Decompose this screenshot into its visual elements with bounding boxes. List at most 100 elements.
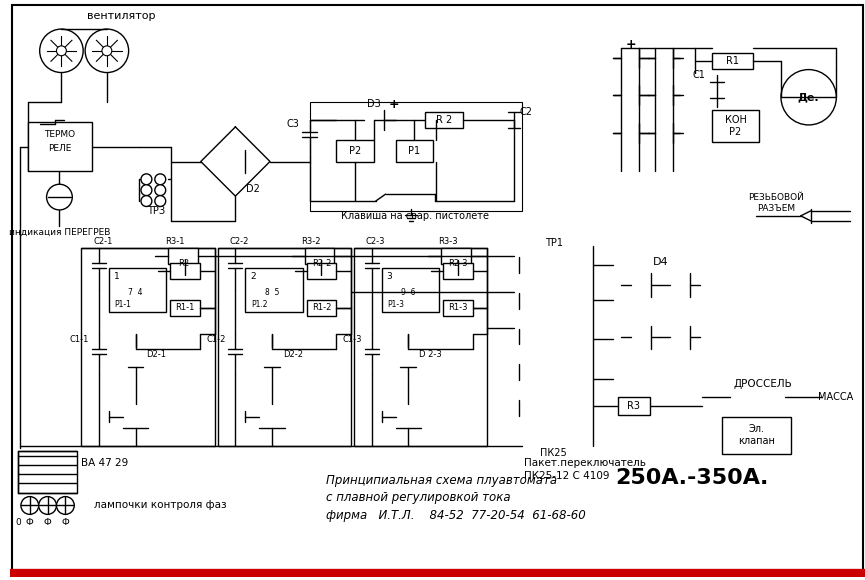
Text: C2: C2 <box>520 107 533 117</box>
Text: D4: D4 <box>652 258 668 267</box>
Polygon shape <box>128 347 144 367</box>
Circle shape <box>141 174 152 185</box>
Circle shape <box>141 185 152 195</box>
Text: P1-3: P1-3 <box>387 300 404 309</box>
Text: C1-3: C1-3 <box>343 335 362 344</box>
Text: R2-: R2- <box>178 259 192 268</box>
Text: D2-1: D2-1 <box>146 350 166 359</box>
Text: ПК25: ПК25 <box>541 448 567 458</box>
Text: R1-2: R1-2 <box>311 303 331 312</box>
Bar <box>712 110 759 142</box>
Bar <box>310 102 522 211</box>
Text: РЕЛЕ: РЕЛЕ <box>48 144 71 153</box>
Polygon shape <box>621 48 638 68</box>
Polygon shape <box>364 110 384 130</box>
Text: Де.: Де. <box>798 92 819 102</box>
Polygon shape <box>670 273 690 297</box>
Text: C1-2: C1-2 <box>206 335 226 344</box>
Text: R3-1: R3-1 <box>165 237 185 246</box>
Polygon shape <box>621 123 638 143</box>
Text: C1: C1 <box>692 70 705 79</box>
Text: P1-1: P1-1 <box>114 300 131 309</box>
Circle shape <box>47 184 73 210</box>
Text: ДРОССЕЛЬ: ДРОССЕЛЬ <box>734 379 792 389</box>
Text: C2-2: C2-2 <box>229 237 249 246</box>
Polygon shape <box>656 123 673 143</box>
Text: ТЕРМО: ТЕРМО <box>44 130 75 139</box>
Text: Принципиальная схема плуавтомата: Принципиальная схема плуавтомата <box>326 474 557 487</box>
Bar <box>354 248 487 446</box>
Text: фирма   И.Т.Л.    84-52  77-20-54  61-68-60: фирма И.Т.Л. 84-52 77-20-54 61-68-60 <box>326 509 586 522</box>
Circle shape <box>56 496 74 514</box>
Bar <box>306 300 336 316</box>
Text: D3: D3 <box>367 99 381 109</box>
Text: Ф: Ф <box>61 518 69 527</box>
Text: C2-3: C2-3 <box>366 237 385 246</box>
Text: 0: 0 <box>15 518 21 527</box>
Bar <box>306 263 336 279</box>
Text: Клавиша на свар. пистолете: Клавиша на свар. пистолете <box>342 211 490 221</box>
Text: R 2: R 2 <box>436 115 452 125</box>
Bar <box>18 451 77 492</box>
Polygon shape <box>656 85 673 105</box>
Text: КОН
Р2: КОН Р2 <box>725 115 746 137</box>
Bar <box>336 140 374 161</box>
Polygon shape <box>400 347 416 367</box>
Text: D 2-3: D 2-3 <box>420 350 442 359</box>
Bar <box>170 300 200 316</box>
Text: 2: 2 <box>250 271 256 281</box>
Text: ТР1: ТР1 <box>545 238 562 248</box>
Text: ПК25-12 С 4109: ПК25-12 С 4109 <box>524 471 610 481</box>
Circle shape <box>781 70 836 125</box>
Text: R2-2: R2-2 <box>311 259 331 268</box>
Circle shape <box>56 46 67 56</box>
Text: 7  4: 7 4 <box>128 288 143 298</box>
Text: МАССА: МАССА <box>817 392 853 402</box>
Text: R1: R1 <box>726 56 739 66</box>
Text: РЕЗЬБОВОЙ
РАЗЪЕМ: РЕЗЬБОВОЙ РАЗЪЕМ <box>748 193 804 213</box>
Text: ТРЗ: ТРЗ <box>147 206 165 216</box>
Bar <box>28 122 92 172</box>
Polygon shape <box>260 404 285 429</box>
Bar <box>381 269 439 311</box>
Text: D2-2: D2-2 <box>283 350 303 359</box>
Bar <box>246 269 303 311</box>
Bar <box>109 269 166 311</box>
Circle shape <box>39 496 56 514</box>
Bar <box>443 263 472 279</box>
Bar <box>443 300 472 316</box>
Text: Ф: Ф <box>26 518 34 527</box>
Text: вентилятор: вентилятор <box>87 11 156 21</box>
Circle shape <box>141 195 152 206</box>
Bar <box>618 397 650 415</box>
Text: C2-1: C2-1 <box>93 237 112 246</box>
Polygon shape <box>395 404 421 429</box>
Circle shape <box>40 29 83 72</box>
Circle shape <box>155 195 166 206</box>
Text: P1.2: P1.2 <box>251 300 267 309</box>
Text: C1-1: C1-1 <box>70 335 89 344</box>
Text: лампочки контроля фаз: лампочки контроля фаз <box>94 501 227 510</box>
Polygon shape <box>670 325 690 349</box>
Text: 9  6: 9 6 <box>401 288 415 298</box>
Bar <box>218 248 351 446</box>
Bar <box>304 248 334 264</box>
Text: R3: R3 <box>627 401 640 411</box>
Circle shape <box>155 185 166 195</box>
Polygon shape <box>656 48 673 68</box>
Text: P1: P1 <box>408 146 420 155</box>
Text: R1-1: R1-1 <box>176 303 195 312</box>
Polygon shape <box>519 364 534 380</box>
Text: D2: D2 <box>247 184 260 194</box>
Text: 3: 3 <box>387 271 393 281</box>
Bar <box>81 248 215 446</box>
Bar <box>721 416 791 454</box>
Text: с плавной регулировкой тока: с плавной регулировкой тока <box>326 491 511 504</box>
Text: P2: P2 <box>349 146 361 155</box>
Polygon shape <box>218 150 246 173</box>
Text: ВА 47 29: ВА 47 29 <box>81 458 128 468</box>
Bar <box>514 245 593 451</box>
Text: R3-2: R3-2 <box>302 237 321 246</box>
Polygon shape <box>519 258 534 273</box>
Bar <box>441 248 471 264</box>
